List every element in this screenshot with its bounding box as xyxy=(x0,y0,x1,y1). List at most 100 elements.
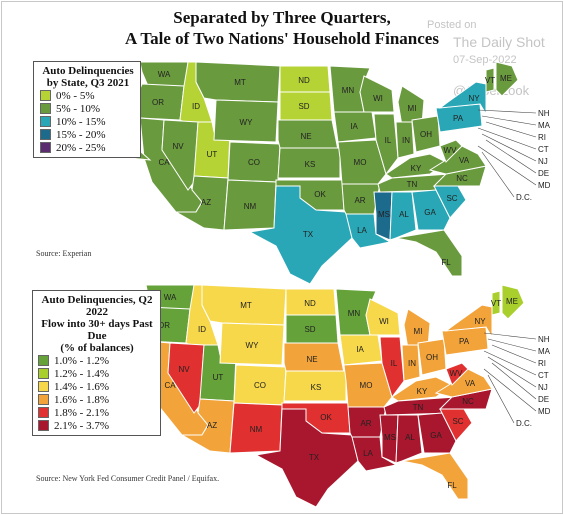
state-label-az: AZ xyxy=(207,421,217,430)
callout-label-ri: RI xyxy=(538,133,546,142)
legend-2022-label: 2.1% - 3.7% xyxy=(54,419,109,432)
state-label-ny: NY xyxy=(474,317,486,326)
state-wv xyxy=(445,362,469,386)
state-label-ks: KS xyxy=(311,383,322,392)
state-label-wa: WA xyxy=(164,293,177,302)
state-label-ms: MS xyxy=(384,433,396,442)
state-label-oh: OH xyxy=(420,130,432,139)
state-label-ne: NE xyxy=(306,355,317,364)
legend-2022-swatch xyxy=(38,368,49,379)
state-label-or: OR xyxy=(152,98,164,107)
state-nv xyxy=(161,119,199,191)
state-label-nd: ND xyxy=(304,299,316,308)
legend-2021-item: 15% - 20% xyxy=(40,128,136,141)
legend-2022-item: 1.6% - 1.8% xyxy=(38,393,156,406)
state-label-al: AL xyxy=(405,433,415,442)
legend-2022-swatch xyxy=(38,420,49,431)
map-2021: WA OR CA ID NV UT AZ MT WY CO NM ND SD NE KS OK TX MN IA MO… xyxy=(77,61,551,285)
legend-2021-title-1: Auto Delinquencies xyxy=(42,65,134,77)
legend-2022-label: 1.6% - 1.8% xyxy=(54,393,109,406)
callout-line xyxy=(491,344,537,364)
callout-label-ct: CT xyxy=(538,371,549,380)
legend-2022-item: 1.4% - 1.6% xyxy=(38,380,156,393)
state-label-ky: KY xyxy=(411,164,422,173)
state-label-nc: NC xyxy=(462,397,474,406)
state-ms xyxy=(373,191,393,241)
legend-2021-label: 20% - 25% xyxy=(56,141,106,154)
source-2021: Source: Experian xyxy=(36,249,92,258)
legend-2021: Auto Delinquencies by State, Q3 2021 0% … xyxy=(33,61,141,158)
state-label-ut: UT xyxy=(207,150,218,159)
state-label-ny: NY xyxy=(468,94,480,103)
callout-label-md: MD xyxy=(538,181,551,190)
state-fl xyxy=(395,229,463,277)
state-label-sc: SC xyxy=(446,194,457,203)
state-label-ar: AR xyxy=(354,196,365,205)
state-label-co: CO xyxy=(254,381,266,390)
state-label-mo: MO xyxy=(360,381,373,390)
state-label-nm: NM xyxy=(244,202,257,211)
state-vt xyxy=(485,67,495,93)
source-2022: Source: New York Fed Consumer Credit Pan… xyxy=(36,474,220,483)
callout-line xyxy=(477,109,537,114)
callout-line xyxy=(477,145,537,186)
state-label-ga: GA xyxy=(424,208,436,217)
callout-line xyxy=(487,374,515,424)
callout-label-nh: NH xyxy=(538,335,550,344)
state-label-mt: MT xyxy=(240,301,252,310)
callout-label-dc: D.C. xyxy=(516,193,532,202)
callout-label-dc: D.C. xyxy=(516,419,532,428)
state-la xyxy=(345,213,392,249)
state-label-or: OR xyxy=(158,321,170,330)
state-label-wy: WY xyxy=(240,118,254,127)
state-label-la: LA xyxy=(363,449,373,458)
state-label-ok: OK xyxy=(320,413,332,422)
state-label-sc: SC xyxy=(452,417,463,426)
callout-line xyxy=(487,338,537,352)
state-label-ar: AR xyxy=(360,419,371,428)
legend-2021-label: 5% - 10% xyxy=(56,102,100,115)
state-label-me: ME xyxy=(500,74,512,83)
legend-2022-label: 1.2% - 1.4% xyxy=(54,367,109,380)
state-label-mi: MI xyxy=(408,104,417,113)
callout-line xyxy=(483,368,537,412)
state-label-il: IL xyxy=(391,359,398,368)
state-label-va: VA xyxy=(465,379,476,388)
state-al xyxy=(395,414,423,464)
state-il xyxy=(379,336,405,399)
callout-label-ma: MA xyxy=(538,121,551,130)
state-ks xyxy=(277,147,341,179)
callout-line xyxy=(483,350,537,376)
state-label-mt: MT xyxy=(234,78,246,87)
state-label-il: IL xyxy=(385,136,392,145)
callout-line xyxy=(481,151,515,198)
legend-2022-item: 1.0% - 1.2% xyxy=(38,354,156,367)
state-label-ok: OK xyxy=(314,190,326,199)
state-la xyxy=(351,436,398,472)
legend-2021-swatch xyxy=(40,142,51,153)
state-fl xyxy=(401,452,469,500)
callout-line xyxy=(487,356,537,388)
state-label-fl: FL xyxy=(441,258,451,267)
state-label-sd: SD xyxy=(304,325,315,334)
state-in xyxy=(401,344,421,382)
state-label-in: IN xyxy=(408,359,416,368)
state-wy xyxy=(213,99,279,143)
callout-label-de: DE xyxy=(538,395,549,404)
legend-2021-label: 15% - 20% xyxy=(56,128,106,141)
title-line-1: Separated by Three Quarters, xyxy=(173,8,391,27)
state-tx xyxy=(254,408,359,508)
callout-label-ri: RI xyxy=(538,359,546,368)
callout-line xyxy=(485,121,537,138)
state-label-ky: KY xyxy=(417,387,428,396)
callout-label-nh: NH xyxy=(538,109,550,118)
callout-label-md: MD xyxy=(538,407,551,416)
state-label-pa: PA xyxy=(459,337,470,346)
state-label-nm: NM xyxy=(250,425,263,434)
legend-2021-item: 0% - 5% xyxy=(40,89,136,102)
state-label-vt: VT xyxy=(491,299,501,308)
state-label-ne: NE xyxy=(300,132,311,141)
legend-2022: Auto Delinquencies, Q2 2022 Flow into 30… xyxy=(32,290,161,436)
state-label-ms: MS xyxy=(378,210,390,219)
legend-2022-label: 1.0% - 1.2% xyxy=(54,354,109,367)
